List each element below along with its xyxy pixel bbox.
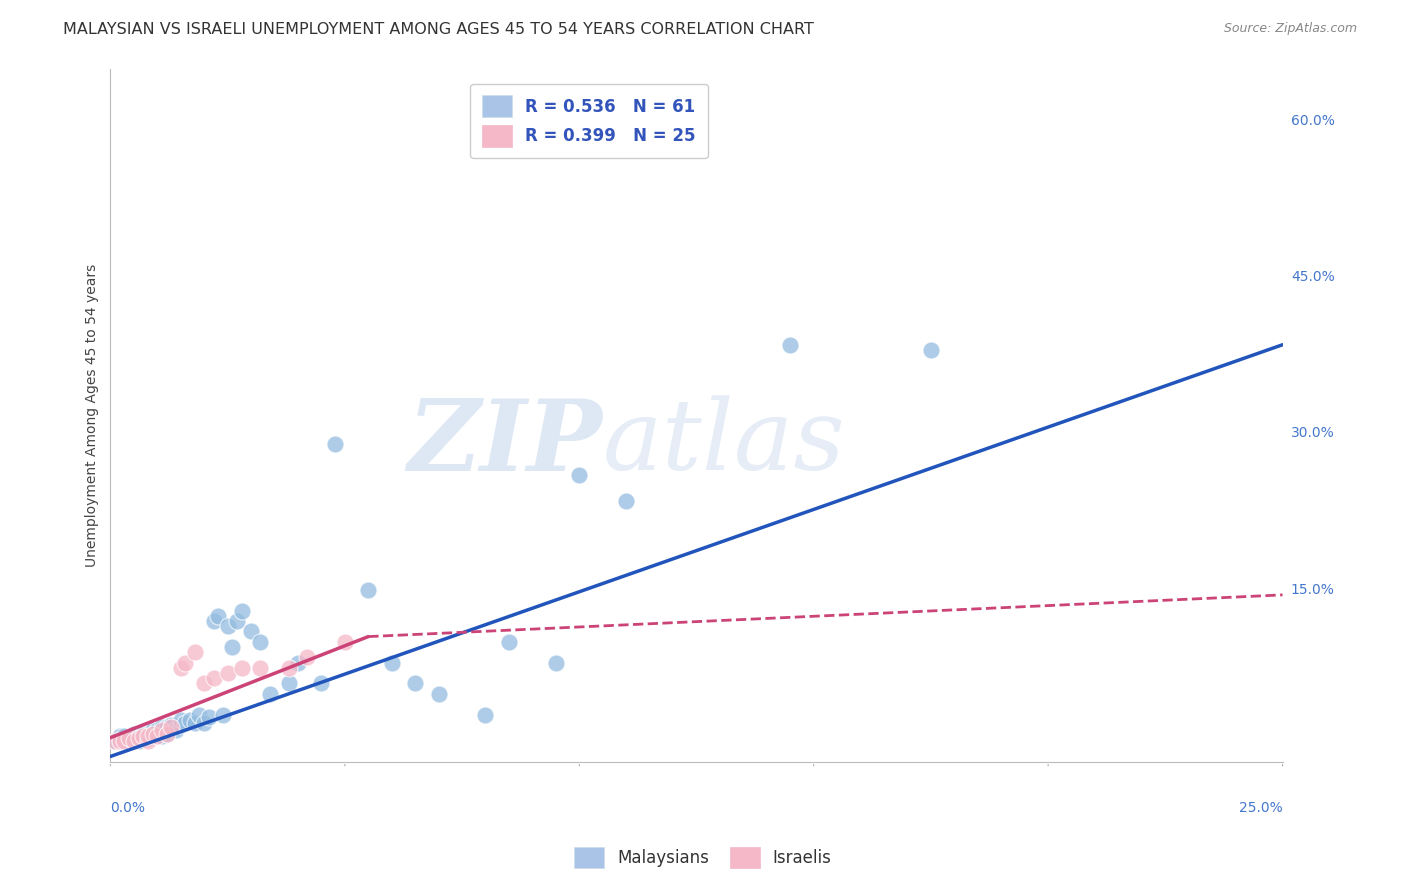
Point <box>174 656 197 670</box>
Point <box>427 687 450 701</box>
Point <box>128 726 150 740</box>
Legend: Malaysians, Israelis: Malaysians, Israelis <box>568 840 838 875</box>
Point <box>202 614 225 628</box>
Point <box>779 337 801 351</box>
Point <box>114 734 136 748</box>
Point <box>146 729 169 743</box>
Point <box>212 707 235 722</box>
Point <box>240 624 263 639</box>
Text: ZIP: ZIP <box>408 394 603 491</box>
Point <box>179 713 201 727</box>
Point <box>231 661 253 675</box>
Point <box>498 635 520 649</box>
Point <box>381 656 404 670</box>
Point <box>226 614 249 628</box>
Point <box>156 726 179 740</box>
Point <box>404 676 426 690</box>
Point <box>132 726 155 740</box>
Text: 45.0%: 45.0% <box>1291 270 1334 284</box>
Point <box>108 729 131 743</box>
Point <box>297 650 319 665</box>
Point <box>170 718 193 732</box>
Point <box>150 729 173 743</box>
Text: 60.0%: 60.0% <box>1291 113 1334 128</box>
Point <box>156 726 179 740</box>
Point <box>277 676 299 690</box>
Point <box>150 723 173 738</box>
Text: Source: ZipAtlas.com: Source: ZipAtlas.com <box>1223 22 1357 36</box>
Point <box>114 731 136 745</box>
Point <box>142 723 165 738</box>
Point <box>160 720 183 734</box>
Point <box>259 687 281 701</box>
Text: 0.0%: 0.0% <box>111 800 145 814</box>
Point <box>184 716 207 731</box>
Point <box>114 734 136 748</box>
Legend: R = 0.536   N = 61, R = 0.399   N = 25: R = 0.536 N = 61, R = 0.399 N = 25 <box>471 84 707 158</box>
Point <box>122 726 145 740</box>
Point <box>198 710 221 724</box>
Point <box>325 436 347 450</box>
Point <box>104 734 127 748</box>
Point <box>174 716 197 731</box>
Point <box>614 494 637 508</box>
Point <box>136 734 159 748</box>
Point <box>128 734 150 748</box>
Point <box>128 731 150 745</box>
Point <box>287 656 309 670</box>
Point <box>122 734 145 748</box>
Point <box>474 707 496 722</box>
Point <box>118 734 141 748</box>
Point <box>188 707 211 722</box>
Point <box>122 731 145 745</box>
Y-axis label: Unemployment Among Ages 45 to 54 years: Unemployment Among Ages 45 to 54 years <box>86 263 100 566</box>
Point <box>132 731 155 745</box>
Point <box>207 608 229 623</box>
Point <box>193 716 215 731</box>
Text: 30.0%: 30.0% <box>1291 426 1334 441</box>
Point <box>221 640 243 654</box>
Text: MALAYSIAN VS ISRAELI UNEMPLOYMENT AMONG AGES 45 TO 54 YEARS CORRELATION CHART: MALAYSIAN VS ISRAELI UNEMPLOYMENT AMONG … <box>63 22 814 37</box>
Point <box>136 731 159 745</box>
Point <box>202 671 225 685</box>
Point <box>217 619 239 633</box>
Point <box>132 729 155 743</box>
Text: atlas: atlas <box>603 395 845 491</box>
Point <box>108 734 131 748</box>
Point <box>156 720 179 734</box>
Point <box>150 720 173 734</box>
Point <box>118 731 141 745</box>
Point <box>136 729 159 743</box>
Point <box>249 661 271 675</box>
Point <box>142 729 165 743</box>
Point <box>231 603 253 617</box>
Point <box>920 343 942 357</box>
Text: 15.0%: 15.0% <box>1291 582 1334 597</box>
Point <box>160 718 183 732</box>
Point <box>104 734 127 748</box>
Point <box>333 635 356 649</box>
Point <box>170 713 193 727</box>
Point <box>142 726 165 740</box>
Point <box>568 468 591 483</box>
Point <box>544 656 567 670</box>
Point <box>108 734 131 748</box>
Point <box>146 729 169 743</box>
Point <box>193 676 215 690</box>
Point <box>146 723 169 738</box>
Point <box>184 645 207 659</box>
Point <box>217 666 239 681</box>
Point <box>136 726 159 740</box>
Point <box>311 676 333 690</box>
Text: 25.0%: 25.0% <box>1239 800 1282 814</box>
Point <box>165 723 187 738</box>
Point <box>357 582 380 597</box>
Point <box>170 661 193 675</box>
Point <box>122 734 145 748</box>
Point <box>128 731 150 745</box>
Point <box>114 729 136 743</box>
Point <box>249 635 271 649</box>
Point <box>118 731 141 745</box>
Point <box>277 661 299 675</box>
